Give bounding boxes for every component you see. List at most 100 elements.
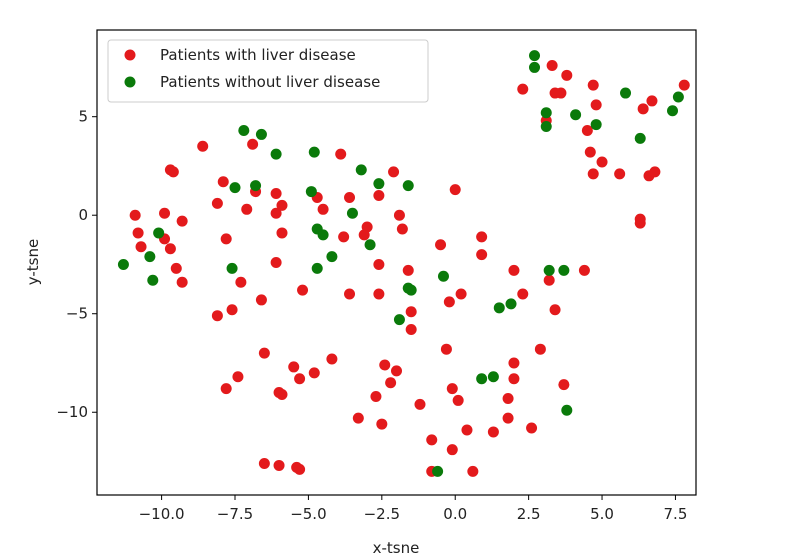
point-without-liver-disease bbox=[561, 404, 573, 416]
point-with-liver-disease bbox=[426, 434, 438, 446]
point-without-liver-disease bbox=[405, 284, 417, 296]
point-with-liver-disease bbox=[461, 424, 473, 436]
legend-box bbox=[107, 39, 429, 103]
point-without-liver-disease bbox=[238, 124, 250, 136]
point-with-liver-disease bbox=[376, 418, 388, 430]
point-with-liver-disease bbox=[159, 207, 171, 219]
point-with-liver-disease bbox=[170, 262, 182, 274]
point-with-liver-disease bbox=[578, 264, 590, 276]
point-with-liver-disease bbox=[405, 306, 417, 318]
point-with-liver-disease bbox=[584, 146, 596, 158]
point-with-liver-disease bbox=[373, 288, 385, 300]
point-with-liver-disease bbox=[555, 87, 567, 99]
point-without-liver-disease bbox=[540, 107, 552, 119]
x-tick-label: 0.0 bbox=[443, 505, 467, 523]
point-with-liver-disease bbox=[276, 227, 288, 239]
point-without-liver-disease bbox=[570, 109, 582, 121]
point-without-liver-disease bbox=[250, 180, 262, 192]
point-with-liver-disease bbox=[508, 373, 520, 385]
legend-label-with-disease: Patients with liver disease bbox=[160, 46, 356, 64]
point-with-liver-disease bbox=[678, 79, 690, 91]
point-without-liver-disease bbox=[305, 186, 317, 198]
point-with-liver-disease bbox=[258, 347, 270, 359]
point-with-liver-disease bbox=[344, 191, 356, 203]
point-without-liver-disease bbox=[393, 314, 405, 326]
point-with-liver-disease bbox=[590, 99, 602, 111]
point-with-liver-disease bbox=[308, 367, 320, 379]
point-with-liver-disease bbox=[247, 138, 259, 150]
point-without-liver-disease bbox=[270, 148, 282, 160]
x-tick-label: 2.5 bbox=[517, 505, 541, 523]
legend-label-without-disease: Patients without liver disease bbox=[160, 73, 380, 91]
point-with-liver-disease bbox=[402, 264, 414, 276]
point-with-liver-disease bbox=[270, 188, 282, 200]
point-with-liver-disease bbox=[455, 288, 467, 300]
point-with-liver-disease bbox=[637, 103, 649, 115]
point-with-liver-disease bbox=[414, 398, 426, 410]
point-with-liver-disease bbox=[226, 304, 238, 316]
point-without-liver-disease bbox=[144, 251, 156, 263]
point-with-liver-disease bbox=[440, 343, 452, 355]
y-tick-label: −10 bbox=[56, 403, 88, 421]
point-with-liver-disease bbox=[517, 288, 529, 300]
point-with-liver-disease bbox=[129, 209, 141, 221]
point-with-liver-disease bbox=[587, 79, 599, 91]
point-with-liver-disease bbox=[255, 294, 267, 306]
point-with-liver-disease bbox=[476, 249, 488, 261]
point-with-liver-disease bbox=[443, 296, 455, 308]
point-with-liver-disease bbox=[379, 359, 391, 371]
point-with-liver-disease bbox=[596, 156, 608, 168]
point-with-liver-disease bbox=[232, 371, 244, 383]
point-with-liver-disease bbox=[370, 390, 382, 402]
point-with-liver-disease bbox=[273, 459, 285, 471]
point-with-liver-disease bbox=[393, 209, 405, 221]
point-with-liver-disease bbox=[487, 426, 499, 438]
point-with-liver-disease bbox=[176, 276, 188, 288]
x-tick-label: 5.0 bbox=[590, 505, 614, 523]
point-without-liver-disease bbox=[493, 302, 505, 314]
point-with-liver-disease bbox=[581, 124, 593, 136]
point-with-liver-disease bbox=[385, 377, 397, 389]
point-with-liver-disease bbox=[452, 394, 464, 406]
point-without-liver-disease bbox=[558, 264, 570, 276]
point-with-liver-disease bbox=[211, 197, 223, 209]
point-with-liver-disease bbox=[558, 379, 570, 391]
point-with-liver-disease bbox=[294, 463, 306, 475]
point-with-liver-disease bbox=[561, 69, 573, 81]
point-without-liver-disease bbox=[505, 298, 517, 310]
y-tick-label: 0 bbox=[78, 206, 88, 224]
point-with-liver-disease bbox=[276, 389, 288, 401]
point-without-liver-disease bbox=[317, 229, 329, 241]
point-with-liver-disease bbox=[467, 465, 479, 477]
point-with-liver-disease bbox=[135, 241, 147, 253]
point-with-liver-disease bbox=[326, 353, 338, 365]
point-with-liver-disease bbox=[176, 215, 188, 227]
point-without-liver-disease bbox=[432, 465, 444, 477]
point-with-liver-disease bbox=[391, 365, 402, 377]
x-axis: −10.0 −7.5 −5.0 −2.5 0.0 2.5 5.0 7.5 bbox=[139, 495, 688, 523]
point-without-liver-disease bbox=[487, 371, 499, 383]
y-tick-label: 5 bbox=[78, 108, 88, 126]
y-tick-label: −5 bbox=[66, 305, 88, 323]
series-with-liver-disease bbox=[129, 59, 690, 477]
point-with-liver-disease bbox=[405, 323, 417, 335]
point-with-liver-disease bbox=[449, 184, 461, 196]
point-without-liver-disease bbox=[373, 178, 385, 190]
point-with-liver-disease bbox=[446, 383, 458, 395]
x-tick-label: −10.0 bbox=[139, 505, 185, 523]
point-without-liver-disease bbox=[529, 61, 541, 73]
point-with-liver-disease bbox=[338, 231, 350, 243]
point-with-liver-disease bbox=[288, 361, 300, 373]
point-with-liver-disease bbox=[646, 95, 658, 107]
point-without-liver-disease bbox=[634, 132, 646, 144]
point-with-liver-disease bbox=[446, 444, 458, 456]
x-tick-label: −5.0 bbox=[290, 505, 326, 523]
x-axis-label: x-tsne bbox=[373, 539, 420, 557]
x-tick-label: 7.5 bbox=[664, 505, 688, 523]
point-with-liver-disease bbox=[614, 168, 626, 180]
point-without-liver-disease bbox=[667, 105, 679, 117]
x-tick-label: −2.5 bbox=[364, 505, 400, 523]
point-with-liver-disease bbox=[502, 412, 514, 424]
point-with-liver-disease bbox=[435, 239, 447, 251]
